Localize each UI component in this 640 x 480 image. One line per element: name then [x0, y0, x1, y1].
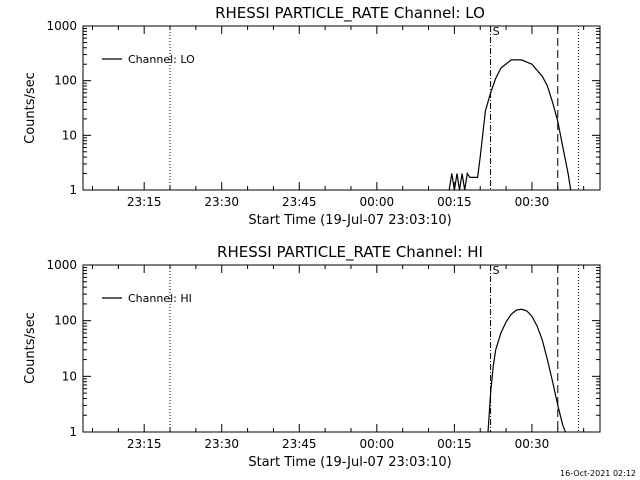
- y-tick-label: 1: [69, 425, 77, 439]
- legend-label: Channel: HI: [128, 292, 192, 305]
- x-axis-label: Start Time (19-Jul-07 23:03:10): [248, 213, 451, 228]
- marker-label: S: [493, 264, 500, 277]
- legend-label: Channel: LO: [128, 53, 195, 66]
- y-axis-label: Counts/sec: [23, 312, 38, 384]
- y-axis-label: Counts/sec: [23, 72, 38, 144]
- y-tick-label: 1000: [46, 258, 77, 272]
- y-tick-label: 100: [54, 74, 77, 88]
- y-tick-label: 10: [62, 128, 77, 142]
- x-tick-label: 23:30: [204, 195, 239, 209]
- panel-lo: RHESSI PARTICLE_RATE Channel: LO Start T…: [23, 4, 601, 228]
- x-tick-label: 00:30: [515, 437, 550, 451]
- x-tick-label: 00:15: [437, 437, 472, 451]
- x-tick-label: 23:30: [204, 437, 239, 451]
- x-tick-label: 23:15: [127, 195, 162, 209]
- y-tick-label: 100: [54, 314, 77, 328]
- x-tick-label: 23:15: [127, 437, 162, 451]
- x-tick-label: 00:15: [437, 195, 472, 209]
- plot-frame: [82, 25, 601, 191]
- marker-label: S: [493, 25, 500, 38]
- panel-hi: RHESSI PARTICLE_RATE Channel: HI Start T…: [23, 243, 601, 470]
- x-tick-label: 23:45: [282, 195, 317, 209]
- x-axis-label: Start Time (19-Jul-07 23:03:10): [248, 455, 451, 470]
- x-tick-label: 00:00: [360, 437, 395, 451]
- series-line: [487, 308, 567, 433]
- footer-timestamp: 16-Oct-2021 02:12: [560, 469, 636, 478]
- y-tick-label: 1000: [46, 19, 77, 33]
- chart-title: RHESSI PARTICLE_RATE Channel: HI: [217, 243, 483, 262]
- chart-title: RHESSI PARTICLE_RATE Channel: LO: [215, 4, 485, 23]
- x-tick-label: 00:30: [515, 195, 550, 209]
- series-line: [448, 59, 572, 191]
- y-tick-label: 1: [69, 183, 77, 197]
- plot-frame: [82, 264, 601, 433]
- x-tick-label: 23:45: [282, 437, 317, 451]
- x-tick-label: 00:00: [360, 195, 395, 209]
- y-tick-label: 10: [62, 369, 77, 383]
